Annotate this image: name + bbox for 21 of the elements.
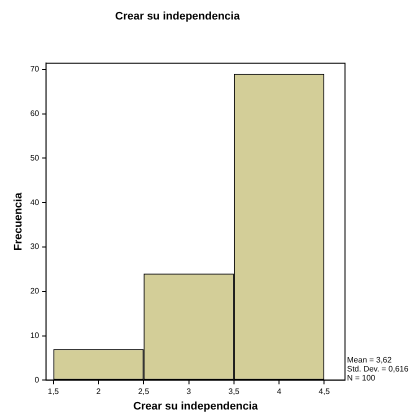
y-tick-label: 70 — [30, 64, 40, 74]
x-axis-title: Crear su independencia — [133, 400, 259, 412]
y-axis-title: Frecuencia — [12, 192, 25, 251]
y-tick-label: 50 — [30, 153, 40, 162]
x-tick-label: 1,5 — [48, 387, 60, 396]
text: N = 100 — [347, 373, 376, 382]
x-tick-label: 2,5 — [138, 387, 150, 396]
text: Std. Dev. = 0,616 — [347, 364, 409, 374]
x-tick-label: 4 — [276, 387, 282, 396]
y-tick-label: 20 — [30, 286, 40, 296]
chart-title: Crear su independencia — [115, 10, 241, 23]
y-tick-label: 0 — [34, 375, 40, 384]
x-tick-label: 3 — [186, 387, 192, 396]
y-tick-label: 10 — [30, 331, 40, 340]
text: Mean = 3,62 — [347, 355, 392, 364]
y-tick-label: 40 — [30, 198, 40, 207]
y-tick-label: 60 — [30, 109, 40, 118]
x-tick-label: 3,5 — [228, 387, 240, 396]
x-tick-label: 4,5 — [318, 387, 330, 396]
y-tick-label: 30 — [30, 242, 40, 252]
x-tick-label: 2 — [96, 387, 102, 396]
